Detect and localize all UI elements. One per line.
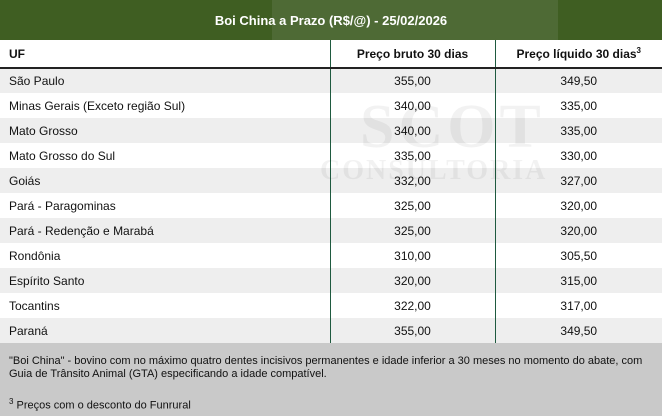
footer-notes: "Boi China" - bovino com no máximo quatr… <box>0 343 662 416</box>
preco-liquido-cell: 327,00 <box>494 168 662 193</box>
state-cell: Pará - Paragominas <box>9 198 116 213</box>
state-cell: Mato Grosso <box>0 118 330 143</box>
state-cell: Espírito Santo <box>0 268 330 293</box>
preco-bruto-cell: 322,00 <box>329 293 495 318</box>
preco-bruto-cell: 310,00 <box>329 243 495 268</box>
table-row: Rondônia 310,00 305,50 <box>0 243 662 268</box>
preco-liquido-cell: 317,00 <box>494 293 662 318</box>
table-row: Mato Grosso 340,00 335,00 <box>0 118 662 143</box>
header-uf: UF <box>0 40 330 69</box>
preco-bruto-cell: 332,00 <box>329 168 495 193</box>
preco-bruto-cell: 335,00 <box>329 143 495 168</box>
preco-liquido-cell: 330,00 <box>494 143 662 168</box>
table-row: Goiás 332,00 327,00 <box>0 168 662 193</box>
state-cell: Mato Grosso do Sul <box>9 148 116 163</box>
preco-liquido-cell: 305,50 <box>494 243 662 268</box>
footnote-number: 3 <box>9 397 14 406</box>
header-liquido: Preço líquido 30 dias3 <box>494 40 662 69</box>
preco-liquido-cell: 320,00 <box>494 193 662 218</box>
state-cell: Paraná <box>0 318 330 343</box>
header-row: UF Preço bruto 30 dias Preço líquido 30 … <box>0 40 662 69</box>
table-row: Pará - Paragominas 325,00 320,00 <box>0 193 662 218</box>
table-row: Tocantins 322,00 317,00 <box>0 293 662 318</box>
table-title: Boi China a Prazo (R$/@) - 25/02/2026 <box>214 12 448 28</box>
table-row: Minas Gerais (Exceto região Sul) 340,00 33… <box>0 93 662 118</box>
footnote: 3 Preços com o desconto do Funrural <box>9 395 654 413</box>
state-cell: Minas Gerais (Exceto região Sul) <box>9 98 186 113</box>
table-title-bar: Boi China a Prazo (R$/@) - 25/02/2026 <box>0 0 662 40</box>
boi-china-definition: "Boi China" - bovino com no máximo quatr… <box>9 355 643 380</box>
preco-liquido-cell: 320,00 <box>494 218 662 243</box>
preco-liquido-cell: 349,50 <box>494 318 662 343</box>
table-row: Espírito Santo 320,00 315,00 <box>0 268 662 293</box>
state-cell: Rondônia <box>9 248 61 263</box>
preco-bruto-cell: 320,00 <box>329 268 495 293</box>
header-liquido-label: Preço líquido 30 dias <box>516 47 637 61</box>
preco-liquido-cell: 335,00 <box>494 118 662 143</box>
preco-bruto-cell: 355,00 <box>329 318 495 343</box>
preco-bruto-cell: 325,00 <box>329 218 495 243</box>
preco-liquido-cell: 349,50 <box>494 68 662 93</box>
preco-bruto-cell: 340,00 <box>329 118 495 143</box>
footnote-ref: 3 <box>636 46 641 55</box>
state-cell: Goiás <box>0 168 330 193</box>
preco-bruto-cell: 325,00 <box>329 193 495 218</box>
preco-bruto-cell: 355,00 <box>329 68 495 93</box>
table-row: Pará - Redenção e Marabá 325,00 320,00 <box>0 218 662 243</box>
state-cell: São Paulo <box>0 68 330 93</box>
state-cell: Tocantins <box>9 298 60 313</box>
preco-bruto-cell: 340,00 <box>329 93 495 118</box>
table-row: São Paulo 355,00 349,50 <box>0 68 662 93</box>
state-cell: Pará - Redenção e Marabá <box>0 218 330 243</box>
header-bruto: Preço bruto 30 dias <box>329 40 495 69</box>
preco-liquido-cell: 315,00 <box>494 268 662 293</box>
table-row: Mato Grosso do Sul 335,00 330,00 <box>0 143 662 168</box>
title-band <box>272 0 558 40</box>
footnote-text: Preços com o desconto do Funrural <box>13 399 191 412</box>
table-row: Paraná 355,00 349,50 <box>0 318 662 343</box>
preco-liquido-cell: 335,00 <box>494 93 662 118</box>
price-table: UF Preço bruto 30 dias Preço líquido 30 … <box>0 40 662 343</box>
